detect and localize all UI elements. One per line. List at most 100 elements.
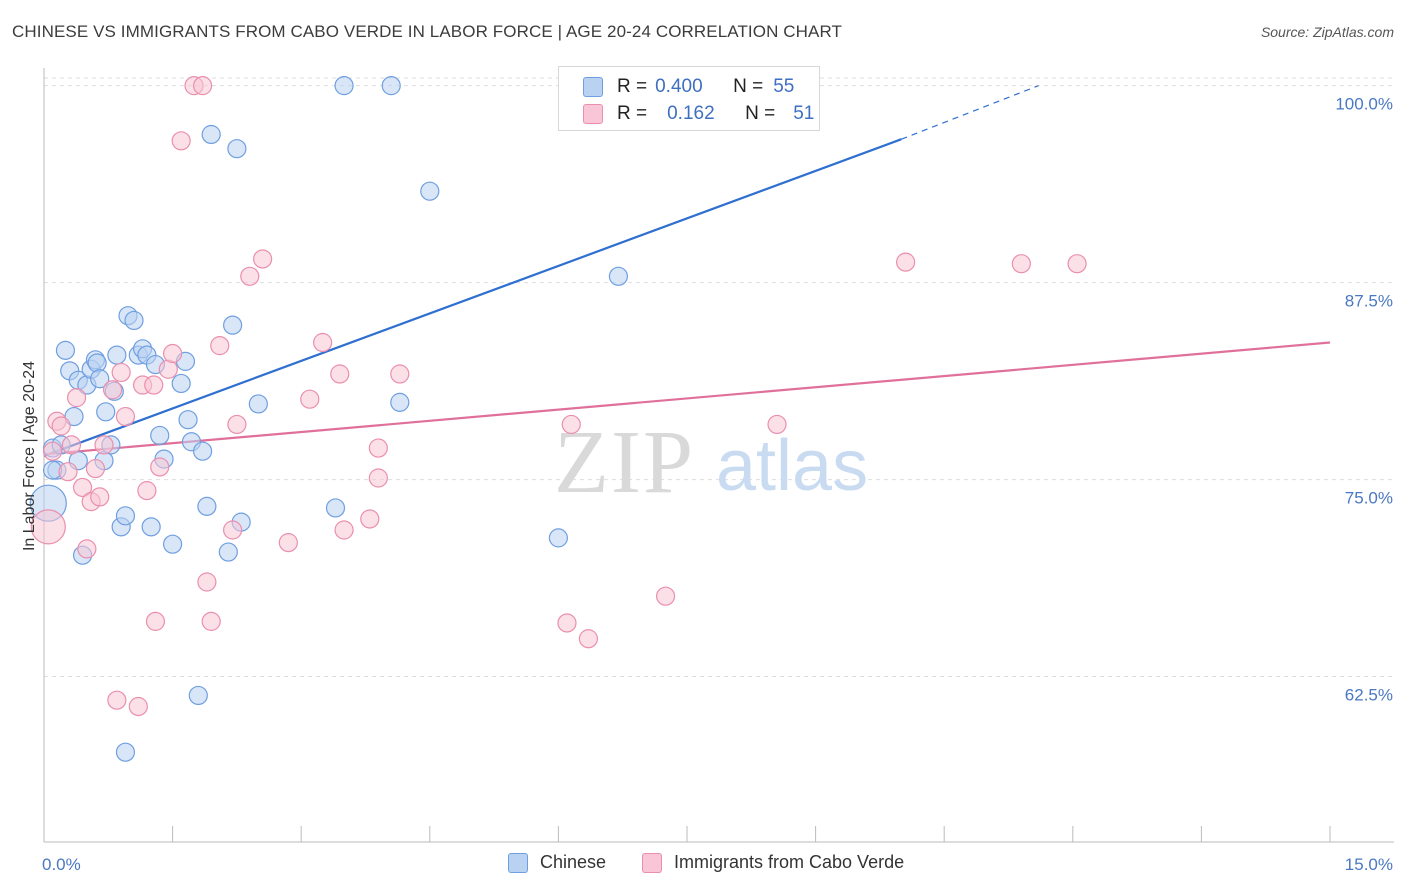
chart-title: CHINESE VS IMMIGRANTS FROM CABO VERDE IN… [12,22,843,41]
chinese-trend-line [43,138,902,457]
cabo-point [578,629,599,649]
cabo-point [368,468,388,488]
cabo-point [655,586,676,606]
chinese-point [248,394,268,414]
cabo-point [227,414,247,435]
cabo-point [201,611,221,631]
chinese-point [178,410,198,430]
cabo-point [137,481,157,501]
legend-item-chinese[interactable]: Chinese [508,852,606,873]
y-tick-label: 62.5% [1345,686,1393,705]
chinese-point [381,76,401,96]
n-value: 55 [773,76,795,97]
chinese-point [150,425,170,446]
cabo-point [330,364,350,384]
cabo-point [77,539,97,559]
chinese-point [608,266,629,286]
chinese-swatch [583,77,603,97]
legend-row-chinese: R = 0.400 N = 55 [583,74,794,100]
cabo-point [313,332,333,353]
cabo-point [360,509,380,529]
y-tick-label: 87.5% [1345,292,1393,311]
r-value: 0.162 [667,103,715,124]
y-tick-labels: 100.0% 87.5% 75.0% 62.5% [1335,95,1393,705]
cabo-point [30,509,66,545]
chinese-point [223,315,243,335]
data-points [29,76,1087,762]
y-tick-label: 100.0% [1335,95,1393,114]
cabo-trend-line [43,341,1331,456]
cabo-point [278,533,298,553]
cabo-point [240,266,260,286]
legend-label-chinese: Chinese [540,852,607,872]
cabo-point [102,380,123,400]
chinese-point [55,340,76,360]
cabo-point [223,520,243,540]
r-value: 0.400 [655,76,703,97]
cabo-point [144,375,164,395]
cabo-point [158,359,178,379]
chinese-point [163,534,183,554]
cabo-point [72,477,93,498]
trend-lines [43,85,1331,457]
chinese-point [193,441,213,461]
y-axis-title: In Labor Force | Age 20-24 [21,361,38,551]
chinese-point [420,181,440,201]
r-label: R = [617,76,648,97]
cabo-point [128,696,148,717]
cabo-point [150,457,170,477]
chinese-point [87,353,107,373]
chinese-point [201,124,221,145]
cabo-point [90,487,110,507]
cabo-point [107,690,127,710]
chinese-point [124,310,144,331]
cabo-point [561,414,581,435]
cabo-point [42,441,63,461]
cabo-point [557,613,577,633]
chinese-point [218,542,238,562]
legend-item-cabo[interactable]: Immigrants from Cabo Verde [642,852,904,873]
gridlines [44,77,1394,678]
chinese-point [390,392,410,412]
legend-row-cabo: R = 0.162 N = 51 [583,101,814,127]
cabo-point [253,249,273,269]
cabo-point [1067,254,1087,274]
cabo-point [66,388,87,408]
series-legend: Chinese Immigrants from Cabo Verde [0,852,1406,878]
y-tick-label: 75.0% [1345,489,1393,508]
chinese-point [197,496,217,516]
chinese-point [107,345,127,365]
cabo-point [171,131,191,151]
chinese-trend-extension [901,85,1039,140]
chinese-point [227,139,247,159]
stats-legend: R = 0.400 N = 55 R = 0.162 N = 51 [558,66,820,131]
cabo-point [390,364,410,384]
cabo-point [896,252,916,272]
x-tick-label-left: 0.0% [42,855,81,874]
chinese-point [188,685,208,706]
watermark-atlas: atlas [716,426,868,506]
cabo-point [1011,254,1031,274]
cabo-point [61,435,82,455]
x-tick-labels: 0.0% 15.0% [42,855,1393,874]
chinese-swatch [508,852,528,873]
chinese-point [171,373,191,394]
n-label: N = [745,103,776,124]
cabo-point [334,520,354,540]
cabo-point [300,389,320,409]
cabo-swatch [583,104,603,124]
cabo-point [94,435,114,455]
cabo-swatch [642,852,662,873]
chinese-point [90,369,110,389]
cabo-point [145,611,166,631]
r-label: R = [617,103,648,124]
chinese-point [548,528,569,548]
chinese-point [325,498,346,518]
cabo-point [58,462,78,482]
cabo-point [111,362,131,383]
cabo-point [51,416,71,436]
x-tick-label-right: 15.0% [1345,855,1393,874]
cabo-point [368,438,388,458]
cabo-point [163,343,183,364]
